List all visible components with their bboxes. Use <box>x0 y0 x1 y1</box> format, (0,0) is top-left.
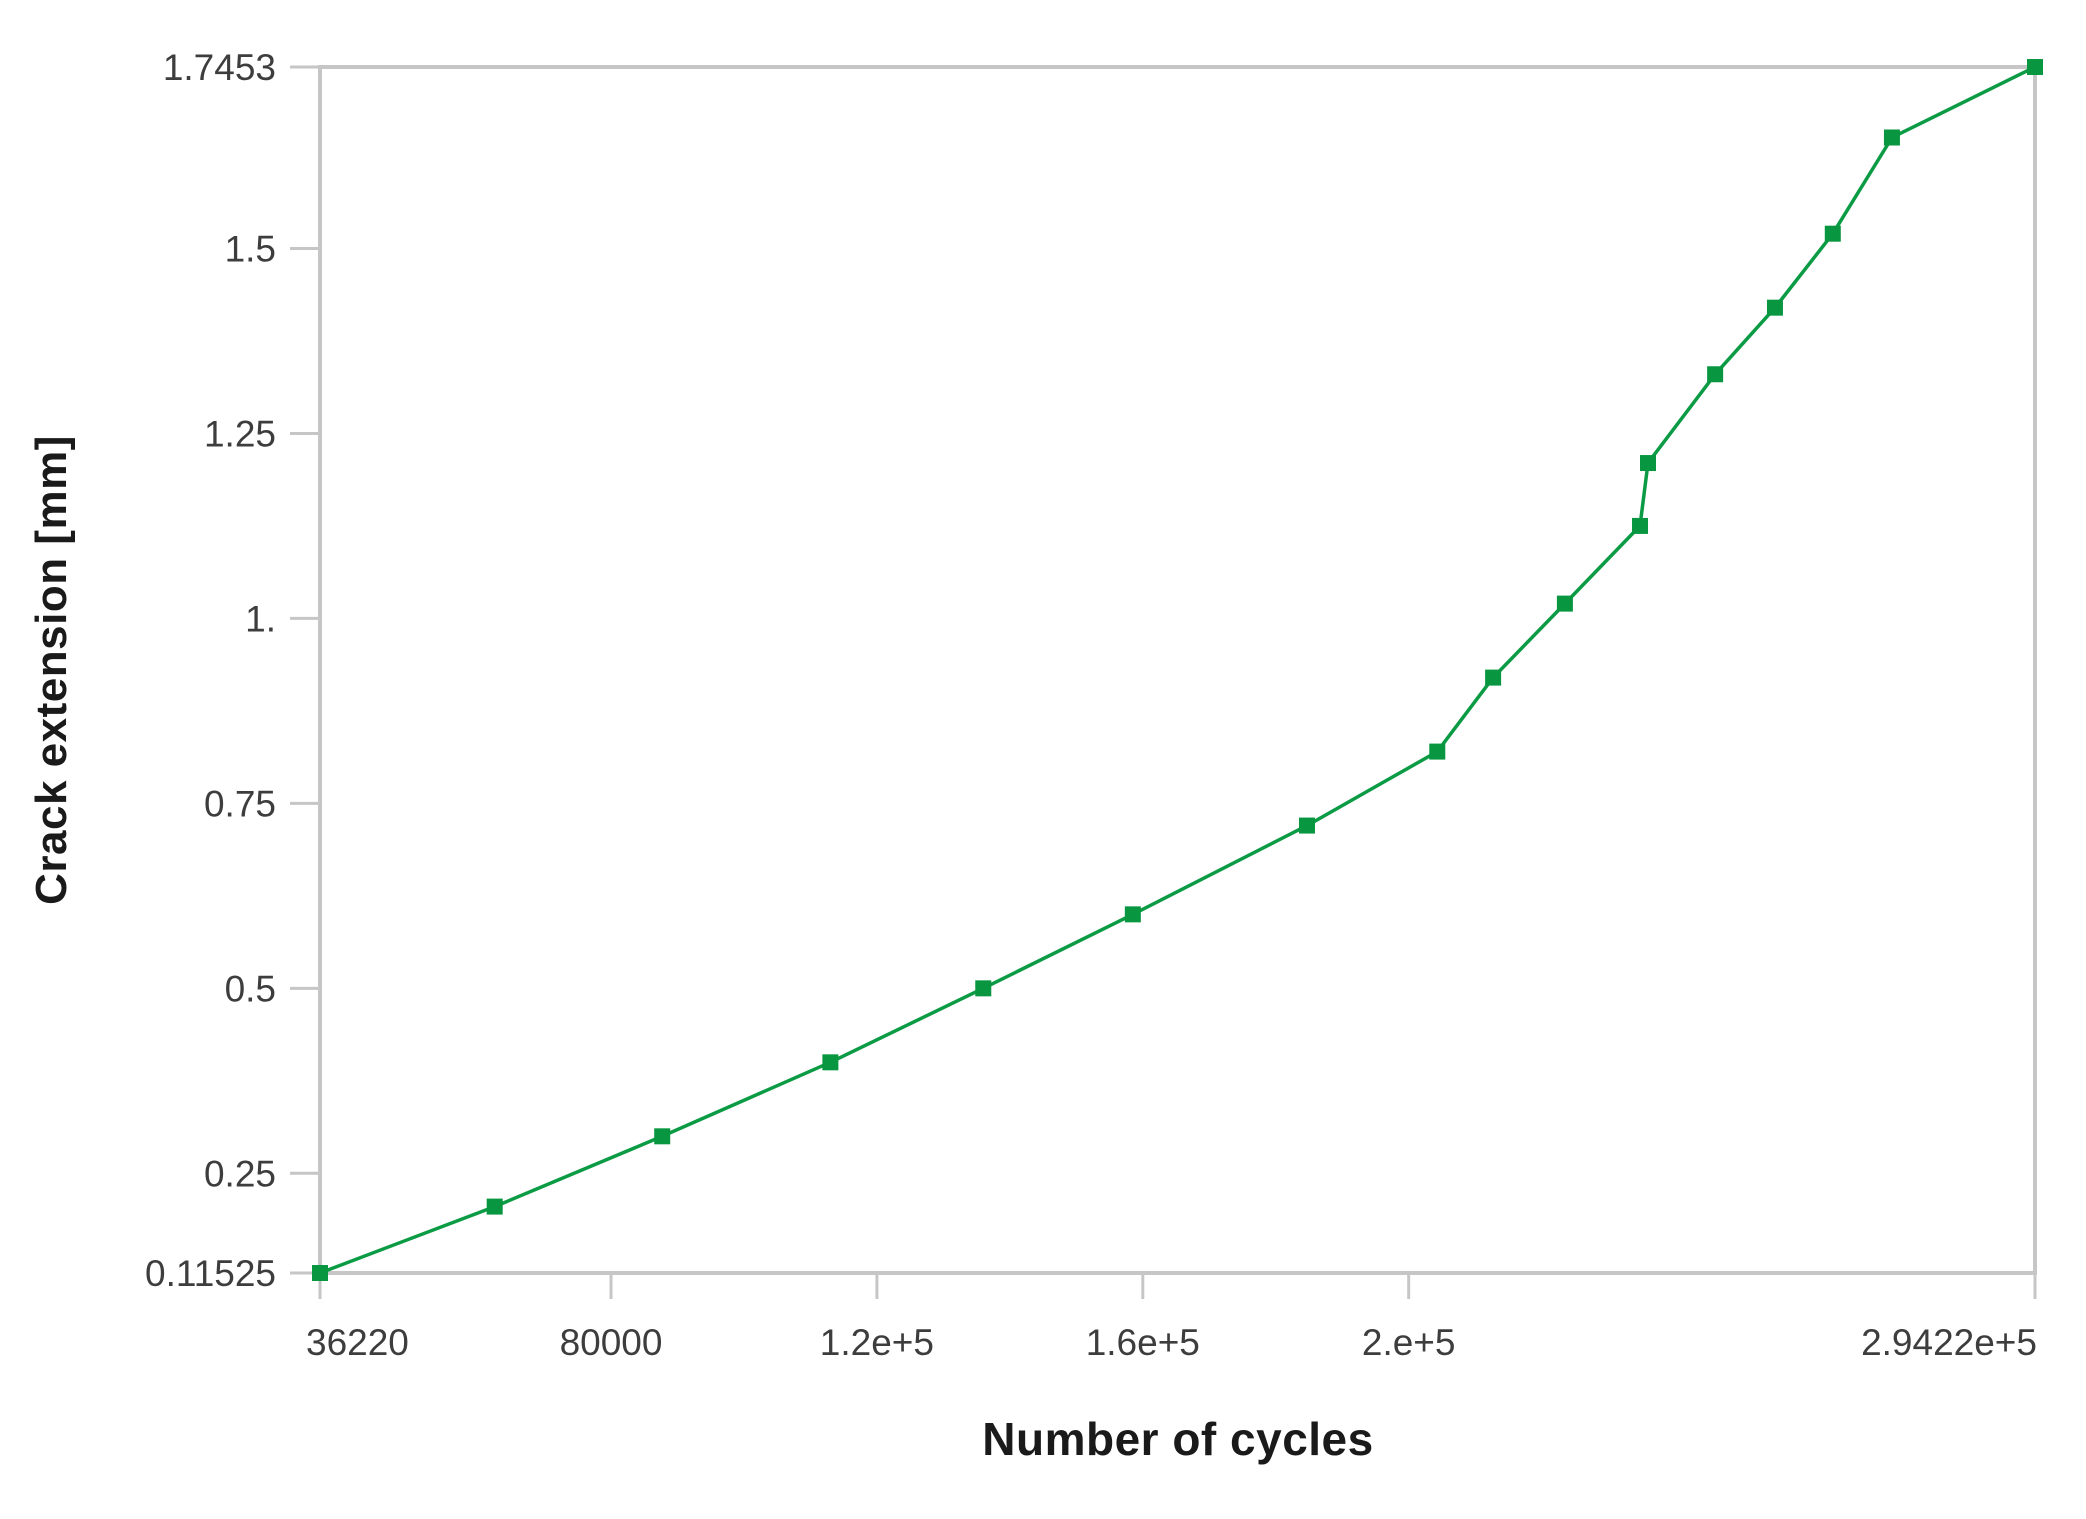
data-point-marker <box>822 1054 839 1071</box>
plot-frame <box>318 65 2037 1275</box>
y-tick-label: 1.25 <box>204 413 276 454</box>
data-point-marker <box>1824 225 1841 242</box>
x-axis-title: Number of cycles <box>982 1413 1374 1465</box>
y-tick-label: 0.5 <box>225 968 276 1009</box>
data-point-marker <box>2027 59 2043 75</box>
x-tick-label: 2.9422e+5 <box>1861 1322 2037 1363</box>
data-point-marker <box>1632 517 1649 534</box>
data-point-marker <box>1298 817 1315 834</box>
y-tick-label: 1. <box>245 598 276 639</box>
data-point-marker <box>312 1265 328 1281</box>
data-point-marker <box>1485 669 1502 686</box>
y-tick-label: 0.11525 <box>145 1253 276 1294</box>
data-point-marker <box>654 1128 671 1145</box>
data-point-marker <box>1707 366 1724 383</box>
y-axis-title: Crack extension [mm] <box>27 435 76 905</box>
data-point-marker <box>1429 743 1446 760</box>
data-point-marker <box>1556 595 1573 612</box>
x-tick-label: 1.2e+5 <box>820 1322 934 1363</box>
x-tick-label: 1.6e+5 <box>1086 1322 1200 1363</box>
series-line-crack-extension <box>318 65 2037 1275</box>
y-tick-label: 1.7453 <box>163 47 276 88</box>
data-point-marker <box>1883 129 1900 146</box>
data-point-marker <box>1766 299 1783 316</box>
y-tick-label: 1.5 <box>225 228 276 269</box>
y-tick-label: 0.75 <box>204 783 276 824</box>
x-tick-label: 80000 <box>560 1322 663 1363</box>
data-point-marker <box>1124 906 1141 923</box>
x-tick-label: 2.e+5 <box>1362 1322 1456 1363</box>
data-point-marker <box>486 1198 503 1215</box>
x-tick-label: 36220 <box>306 1322 409 1363</box>
y-tick-label: 0.25 <box>204 1153 276 1194</box>
data-point-marker <box>975 980 992 997</box>
data-point-marker <box>1639 455 1656 472</box>
